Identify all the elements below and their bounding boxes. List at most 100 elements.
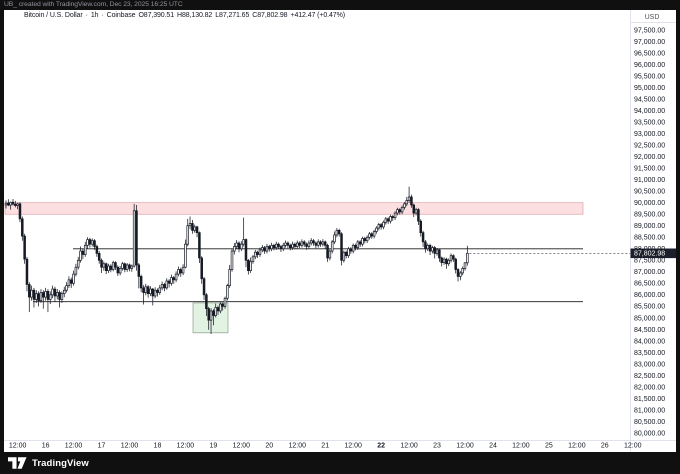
price-tick-label: 92,500.00 [634,143,665,150]
candle-up [351,244,355,252]
candle-up [240,243,243,250]
time-tick-label: 22 [377,443,385,450]
candle-up [449,255,453,261]
candle-down [340,233,343,261]
price-tick-label: 80,000.00 [634,430,665,437]
candle-down [268,246,271,250]
candle-up [284,242,287,246]
time-tick-label: 19 [209,443,217,450]
candle-down [293,243,297,247]
candle-down [42,292,45,298]
price-tick-label: 88,500.00 [634,235,665,242]
candle-down [445,258,448,265]
candlestick-chart: USD 97,500.00 97,000.00 96,500.00 96,000.00 9… [4,10,676,452]
time-tick-label: 12:00 [624,443,642,450]
price-tick-label: 82,000.00 [634,384,665,391]
candle-up [177,269,180,275]
candle-up [149,288,152,295]
price-tick-label: 80,500.00 [634,419,665,426]
candle-up [405,200,409,205]
time-tick-label: 12:00 [233,443,251,450]
price-axis-unit: USD [645,14,660,21]
candle-down [370,233,374,237]
candle-down [263,247,266,252]
candle-down [298,242,301,246]
price-tick-label: 81,000.00 [634,407,665,414]
candle-down [109,265,113,270]
price-tick-label: 85,500.00 [634,304,665,311]
candle-up [407,196,411,201]
candle-up [461,267,464,274]
time-tick-label: 12:00 [344,443,362,450]
time-tick-label: 12:00 [65,443,83,450]
candle-up [30,289,33,298]
candle-up [309,240,313,244]
candle-down [454,258,457,270]
candle-down [363,238,367,242]
candle-up [275,243,278,248]
candle-up [403,203,406,208]
candle-up [62,289,66,295]
time-tick-label: 12:00 [512,443,530,450]
candle-up [414,209,418,214]
candle-down [137,264,141,277]
time-tick-label: 26 [601,443,609,450]
candle-up [382,221,385,228]
candle-up [442,258,446,263]
price-tick-label: 84,500.00 [634,327,665,334]
candle-up [144,286,148,293]
candle-down [221,303,224,307]
candle-down [326,244,329,259]
candle-down [216,307,220,312]
candle-up [254,251,257,258]
candle-up [426,244,429,250]
symbol-legend: Bitcoin / U.S. Dollar · 1h · Coinbase O87,390… [24,12,348,19]
time-tick-label: 25 [545,443,553,450]
candle-down [421,232,425,243]
candle-down [398,209,402,213]
candle-up [466,252,469,264]
candle-down [151,288,155,297]
candle-up [261,247,264,251]
candle-down [428,244,432,252]
candle-up [60,293,64,300]
price-change: +412.47 (+0.47%) [290,12,345,19]
price-tick-label: 82,500.00 [634,373,665,380]
time-tick-label: 17 [98,443,106,450]
price-tick-label: 85,000.00 [634,315,665,322]
candle-down [7,202,10,206]
price-tick-label: 97,500.00 [634,27,665,34]
candle-down [163,284,166,289]
candle-down [11,201,15,205]
time-tick-label: 23 [433,443,441,450]
candle-up [365,236,369,242]
candle-up [321,241,325,245]
price-tick-label: 91,000.00 [634,177,665,184]
candle-up [400,206,404,213]
price-tick-label: 86,000.00 [634,292,665,299]
candle-down [25,258,29,285]
candle-down [440,257,443,263]
ohlc-low: L87,271.65 [215,12,250,19]
candle-down [410,196,413,206]
candle-down [32,289,36,300]
candle-down [212,310,215,316]
candle-up [9,201,12,206]
current-price-label: 87,802.98 [634,251,665,258]
candle-down [272,244,276,248]
price-tick-label: 90,500.00 [634,189,665,196]
candle-up [125,264,129,270]
candle-down [305,243,308,247]
interval-label: 1h [90,12,99,19]
candle-up [39,292,43,301]
candle-up [158,287,162,293]
candle-down [438,249,441,259]
current-price-label-bg [630,248,676,259]
candle-up [121,263,124,269]
candle-up [184,243,187,268]
candle-down [104,263,108,271]
footer-bar: TradingView [0,452,680,474]
candle-up [377,224,381,229]
candle-down [379,224,383,228]
candle-down [100,259,103,268]
